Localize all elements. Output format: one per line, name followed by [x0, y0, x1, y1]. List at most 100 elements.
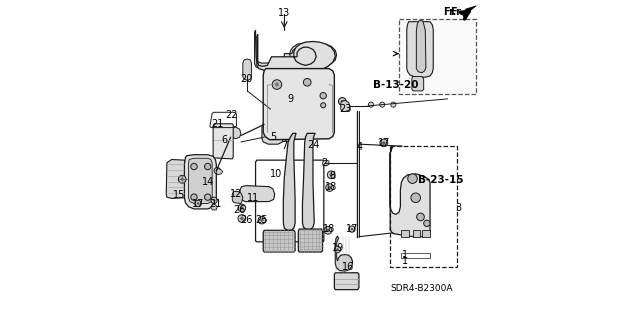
Text: 20: 20	[240, 74, 252, 84]
Circle shape	[411, 193, 420, 203]
Circle shape	[382, 141, 385, 145]
Text: 17: 17	[378, 138, 390, 148]
Text: Fr.: Fr.	[444, 7, 456, 17]
Polygon shape	[257, 34, 335, 71]
Circle shape	[326, 184, 333, 191]
Circle shape	[417, 213, 424, 221]
Text: 25: 25	[256, 215, 268, 225]
Circle shape	[191, 194, 197, 200]
Polygon shape	[334, 273, 359, 290]
Polygon shape	[412, 77, 424, 91]
Circle shape	[271, 100, 277, 107]
Text: 15: 15	[173, 189, 186, 200]
Circle shape	[205, 194, 211, 200]
Text: 11: 11	[247, 193, 259, 204]
Polygon shape	[335, 236, 353, 271]
Circle shape	[197, 202, 200, 205]
Polygon shape	[413, 230, 420, 237]
Polygon shape	[189, 158, 212, 204]
Circle shape	[321, 103, 326, 108]
Polygon shape	[284, 135, 294, 142]
Polygon shape	[243, 59, 252, 80]
Circle shape	[260, 219, 264, 222]
Text: 23: 23	[339, 104, 352, 114]
Circle shape	[391, 102, 396, 107]
Circle shape	[328, 186, 331, 189]
Text: 19: 19	[332, 243, 344, 253]
Circle shape	[424, 220, 430, 226]
Circle shape	[179, 175, 186, 183]
Bar	[401, 253, 430, 258]
Circle shape	[216, 169, 218, 172]
Polygon shape	[239, 186, 275, 202]
Circle shape	[326, 229, 330, 232]
Polygon shape	[303, 133, 316, 230]
Text: 7: 7	[281, 141, 287, 151]
Circle shape	[330, 173, 333, 176]
Text: 5: 5	[271, 132, 277, 142]
Polygon shape	[390, 146, 430, 237]
Circle shape	[240, 206, 243, 210]
Text: 24: 24	[307, 140, 319, 150]
Bar	[399, 19, 476, 94]
Polygon shape	[323, 160, 329, 166]
Polygon shape	[266, 94, 281, 112]
Circle shape	[380, 102, 385, 107]
Circle shape	[195, 200, 202, 207]
Text: Fr.: Fr.	[451, 7, 464, 17]
Circle shape	[351, 228, 353, 230]
Circle shape	[269, 130, 276, 137]
Text: 17: 17	[346, 224, 358, 234]
Polygon shape	[213, 124, 233, 159]
Polygon shape	[229, 126, 241, 139]
Circle shape	[238, 215, 246, 222]
Bar	[390, 146, 457, 267]
Circle shape	[320, 93, 326, 99]
Text: B-23-15: B-23-15	[418, 175, 463, 185]
Text: 8: 8	[330, 171, 336, 181]
Circle shape	[205, 163, 211, 170]
Text: 12: 12	[230, 189, 243, 199]
Text: 21: 21	[212, 119, 224, 130]
Polygon shape	[166, 160, 186, 198]
Polygon shape	[262, 122, 284, 144]
Circle shape	[214, 167, 220, 174]
Text: 22: 22	[225, 110, 237, 121]
Text: 1: 1	[401, 256, 408, 266]
Text: 26: 26	[240, 215, 252, 225]
Circle shape	[303, 78, 311, 86]
Circle shape	[340, 100, 344, 103]
Polygon shape	[401, 230, 410, 237]
Text: B-13-20: B-13-20	[373, 80, 419, 91]
Text: 10: 10	[270, 169, 282, 179]
Circle shape	[336, 248, 339, 251]
Text: 18: 18	[325, 182, 337, 192]
Polygon shape	[422, 230, 430, 237]
Text: 21: 21	[209, 198, 221, 209]
Polygon shape	[232, 191, 243, 204]
Polygon shape	[284, 133, 296, 230]
Circle shape	[339, 98, 346, 105]
Text: 3: 3	[456, 203, 462, 213]
Text: 13: 13	[278, 8, 291, 19]
Circle shape	[238, 204, 246, 212]
Circle shape	[327, 171, 335, 179]
Text: 18: 18	[323, 224, 336, 234]
Circle shape	[380, 139, 388, 147]
Circle shape	[275, 83, 279, 86]
Polygon shape	[417, 21, 426, 73]
Text: 6: 6	[221, 135, 227, 145]
Text: 16: 16	[342, 262, 354, 272]
Text: SDR4-B2300A: SDR4-B2300A	[391, 284, 453, 293]
Circle shape	[180, 178, 184, 181]
Circle shape	[213, 199, 216, 202]
Polygon shape	[407, 22, 433, 77]
Text: 17: 17	[192, 198, 204, 209]
Polygon shape	[216, 168, 223, 175]
Text: 9: 9	[287, 94, 294, 104]
Text: 14: 14	[202, 177, 214, 188]
Text: 1: 1	[401, 249, 408, 260]
Circle shape	[369, 102, 374, 107]
Polygon shape	[298, 229, 323, 252]
Polygon shape	[340, 100, 350, 112]
